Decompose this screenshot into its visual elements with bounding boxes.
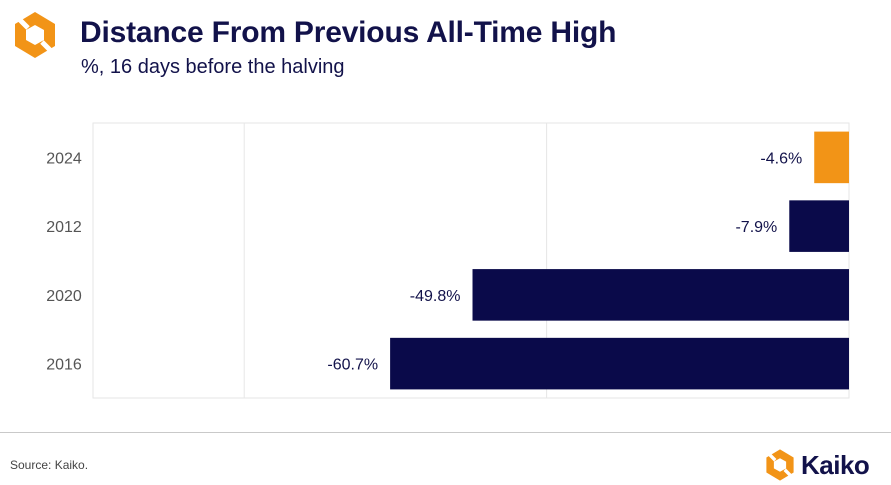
kaiko-brand: Kaiko — [763, 447, 870, 483]
bar-2024 — [814, 131, 849, 184]
chart-title: Distance From Previous All-Time High — [80, 16, 617, 49]
footer-divider — [0, 432, 891, 433]
data-label-2016: -60.7% — [327, 357, 378, 374]
y-tick-label-2024: 2024 — [46, 150, 82, 167]
bar-2020 — [472, 269, 849, 321]
data-label-2012: -7.9% — [735, 219, 777, 236]
bar-chart: -4.6% 2024 -7.9% 2012 -49.8% 2020 -60.7% 2016 — [46, 122, 850, 399]
bar-2012 — [789, 200, 849, 252]
chart-subtitle: %, 16 days before the halving — [81, 56, 345, 78]
plot-frame — [92, 122, 850, 399]
y-tick-label-2016: 2016 — [46, 357, 82, 374]
brand-name: Kaiko — [801, 449, 870, 480]
source-note: Source: Kaiko. — [10, 458, 89, 472]
kaiko-logo-icon — [15, 12, 55, 58]
kaiko-logo-icon — [766, 449, 794, 481]
y-tick-label-2020: 2020 — [46, 288, 82, 305]
y-tick-label-2012: 2012 — [46, 219, 82, 236]
bar-2016 — [390, 337, 849, 390]
data-label-2020: -49.8% — [410, 288, 461, 305]
data-label-2024: -4.6% — [760, 150, 802, 167]
